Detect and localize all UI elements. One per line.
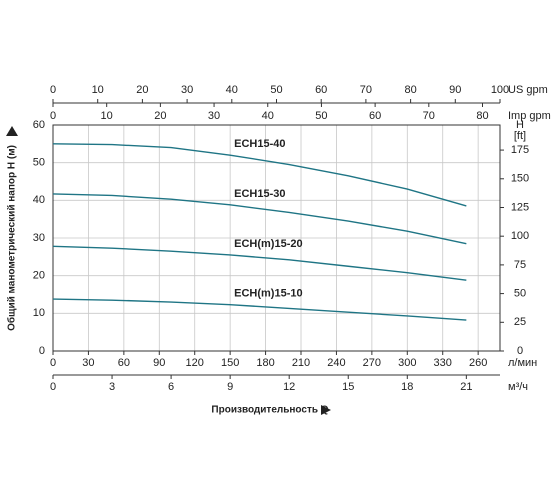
axis-tick-label: 10 [101, 110, 113, 122]
axis-tick-label: 80 [404, 84, 416, 96]
y-tick-label: 30 [33, 232, 45, 244]
x-tick-label: 60 [118, 357, 130, 369]
axis-tick-label: 20 [136, 84, 148, 96]
axis-tick-label: 50 [315, 110, 327, 122]
x-tick-label: 270 [363, 357, 381, 369]
y2-axis-label: H [516, 119, 524, 131]
axis-tick-label: 50 [270, 84, 282, 96]
axis-tick-label: 40 [226, 84, 238, 96]
y2-tick-label: 125 [511, 201, 529, 213]
x-arrow [321, 405, 331, 415]
axis-tick-label: 10 [92, 84, 104, 96]
y2-tick-label: 175 [511, 144, 529, 156]
y-tick-label: 0 [39, 345, 45, 357]
x-unit: л/мин [508, 357, 537, 369]
axis-tick-label: 0 [50, 84, 56, 96]
axis-tick-label: 60 [315, 84, 327, 96]
y2-tick-label: 0 [517, 345, 523, 357]
x-tick-label: 30 [82, 357, 94, 369]
axis-tick-label: 6 [168, 381, 174, 393]
x-tick-label: 260 [469, 357, 487, 369]
x-tick-label: 240 [327, 357, 345, 369]
y2-tick-label: 75 [514, 259, 526, 271]
axis-tick-label: 3 [109, 381, 115, 393]
plot-frame [52, 124, 501, 352]
axis-tick-label: 18 [401, 381, 413, 393]
x-tick-label: 330 [434, 357, 452, 369]
axis-tick-label: 70 [423, 110, 435, 122]
axis-tick-label: 0 [50, 110, 56, 122]
y2-tick-label: 50 [514, 288, 526, 300]
axis-tick-label: 20 [154, 110, 166, 122]
curve-label: ECH15-40 [234, 138, 285, 150]
y-tick-label: 40 [33, 194, 45, 206]
pump-curve [52, 245, 467, 281]
x-tick-label: 300 [398, 357, 416, 369]
y2-tick-label: 25 [514, 316, 526, 328]
x-tick-label: 150 [221, 357, 239, 369]
x-tick-label: 180 [256, 357, 274, 369]
axis-unit: Imp gpm [508, 110, 551, 122]
pump-curve [52, 298, 467, 321]
y-tick-label: 20 [33, 270, 45, 282]
y-tick-label: 50 [33, 157, 45, 169]
axis-unit: м³/ч [508, 381, 528, 393]
axis-tick-label: 90 [449, 84, 461, 96]
y-tick-label: 10 [33, 307, 45, 319]
curve-label: ECH(m)15-10 [234, 288, 302, 300]
x-tick-label: 120 [186, 357, 204, 369]
axis-tick-label: 9 [227, 381, 233, 393]
axis-tick-label: 21 [460, 381, 472, 393]
axis-tick-label: 100 [491, 84, 509, 96]
curve-label: ECH(m)15-20 [234, 238, 302, 250]
axis-tick-label: 30 [181, 84, 193, 96]
axis-tick-label: 40 [262, 110, 274, 122]
axis-tick-label: 15 [342, 381, 354, 393]
curve-label: ECH15-30 [234, 188, 285, 200]
x-axis-label: Производительность Q [211, 405, 328, 416]
x-tick-label: 210 [292, 357, 310, 369]
y2-axis-sublabel: [ft] [514, 130, 526, 142]
axis-unit: US gpm [508, 84, 548, 96]
y-axis-label: Общий манометрический напор H (м) [6, 145, 18, 331]
y2-tick-label: 150 [511, 173, 529, 185]
axis-tick-label: 30 [208, 110, 220, 122]
x-tick-label: 0 [50, 357, 56, 369]
axis-tick-label: 70 [360, 84, 372, 96]
axis-tick-label: 60 [369, 110, 381, 122]
x-tick-label: 90 [153, 357, 165, 369]
y-tick-label: 60 [33, 119, 45, 131]
pump-curve [52, 193, 467, 245]
pump-curve [52, 143, 467, 207]
axis-tick-label: 12 [283, 381, 295, 393]
y-arrow [6, 126, 18, 136]
axis-tick-label: 0 [50, 381, 56, 393]
y2-tick-label: 100 [511, 230, 529, 242]
axis-tick-label: 80 [476, 110, 488, 122]
